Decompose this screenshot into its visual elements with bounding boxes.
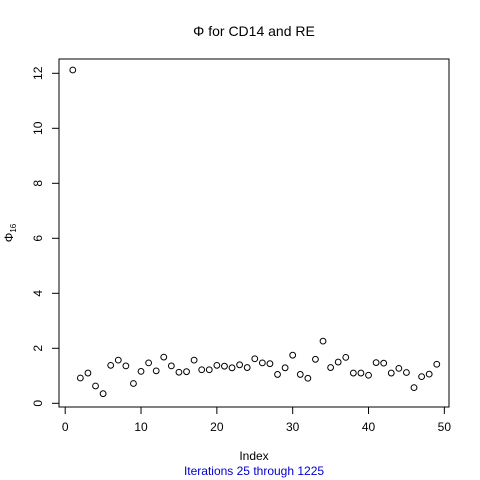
- y-axis-label-symbol: Φ: [2, 233, 16, 243]
- y-tick-label: 12: [31, 66, 45, 80]
- y-axis: 0 2 4 6 8 10 12: [31, 66, 59, 406]
- data-point: [77, 375, 83, 381]
- data-point: [275, 372, 281, 378]
- data-point: [320, 338, 326, 344]
- y-axis-label-subscript: 16: [9, 223, 18, 232]
- data-point: [85, 370, 91, 376]
- data-point: [70, 67, 76, 73]
- data-point: [93, 383, 99, 389]
- data-point: [252, 356, 258, 362]
- data-point: [419, 374, 425, 380]
- data-point: [305, 375, 311, 381]
- data-point: [343, 354, 349, 360]
- data-point: [358, 370, 364, 376]
- data-point: [100, 391, 106, 397]
- data-point: [396, 365, 402, 371]
- data-point: [146, 360, 152, 366]
- x-tick-label: 40: [362, 420, 376, 434]
- data-point: [381, 360, 387, 366]
- data-point: [267, 361, 273, 367]
- data-point: [313, 356, 319, 362]
- data-point: [206, 367, 212, 373]
- data-point: [411, 385, 417, 391]
- data-points: [70, 67, 440, 396]
- data-point: [199, 367, 205, 373]
- data-point: [335, 359, 341, 365]
- y-tick-label: 2: [31, 345, 45, 352]
- data-point: [426, 371, 432, 377]
- data-point: [297, 372, 303, 378]
- y-axis-label: Φ16: [2, 223, 18, 242]
- x-axis: 0 10 20 30 40 50: [62, 407, 451, 434]
- data-point: [214, 362, 220, 368]
- y-tick-label: 10: [31, 121, 45, 135]
- x-axis-label: Index: [239, 449, 268, 463]
- data-point: [161, 354, 167, 360]
- data-point: [237, 362, 243, 368]
- data-point: [328, 365, 334, 371]
- y-tick-label: 8: [31, 180, 45, 187]
- x-tick-label: 0: [62, 420, 69, 434]
- data-point: [131, 381, 137, 387]
- data-point: [259, 360, 265, 366]
- data-point: [138, 369, 144, 375]
- y-tick-label: 6: [31, 235, 45, 242]
- x-tick-label: 10: [134, 420, 148, 434]
- data-point: [282, 365, 288, 371]
- data-point: [184, 369, 190, 375]
- y-tick-label: 4: [31, 290, 45, 297]
- data-point: [434, 361, 440, 367]
- data-point: [229, 365, 235, 371]
- data-point: [366, 372, 372, 378]
- data-point: [123, 363, 129, 369]
- x-tick-label: 20: [210, 420, 224, 434]
- data-point: [290, 352, 296, 358]
- chart-title: Φ for CD14 and RE: [193, 23, 315, 39]
- data-point: [388, 370, 394, 376]
- data-point: [176, 369, 182, 375]
- x-tick-label: 50: [438, 420, 452, 434]
- data-point: [350, 370, 356, 376]
- data-point: [222, 363, 228, 369]
- data-point: [108, 362, 114, 368]
- chart-subtitle: Iterations 25 through 1225: [184, 464, 324, 478]
- data-point: [153, 368, 159, 374]
- data-point: [115, 357, 121, 363]
- data-point: [168, 363, 174, 369]
- plot-frame: [59, 59, 449, 407]
- x-tick-label: 30: [286, 420, 300, 434]
- data-point: [191, 357, 197, 363]
- data-point: [244, 365, 250, 371]
- data-point: [373, 360, 379, 366]
- data-point: [404, 370, 410, 376]
- y-tick-label: 0: [31, 400, 45, 407]
